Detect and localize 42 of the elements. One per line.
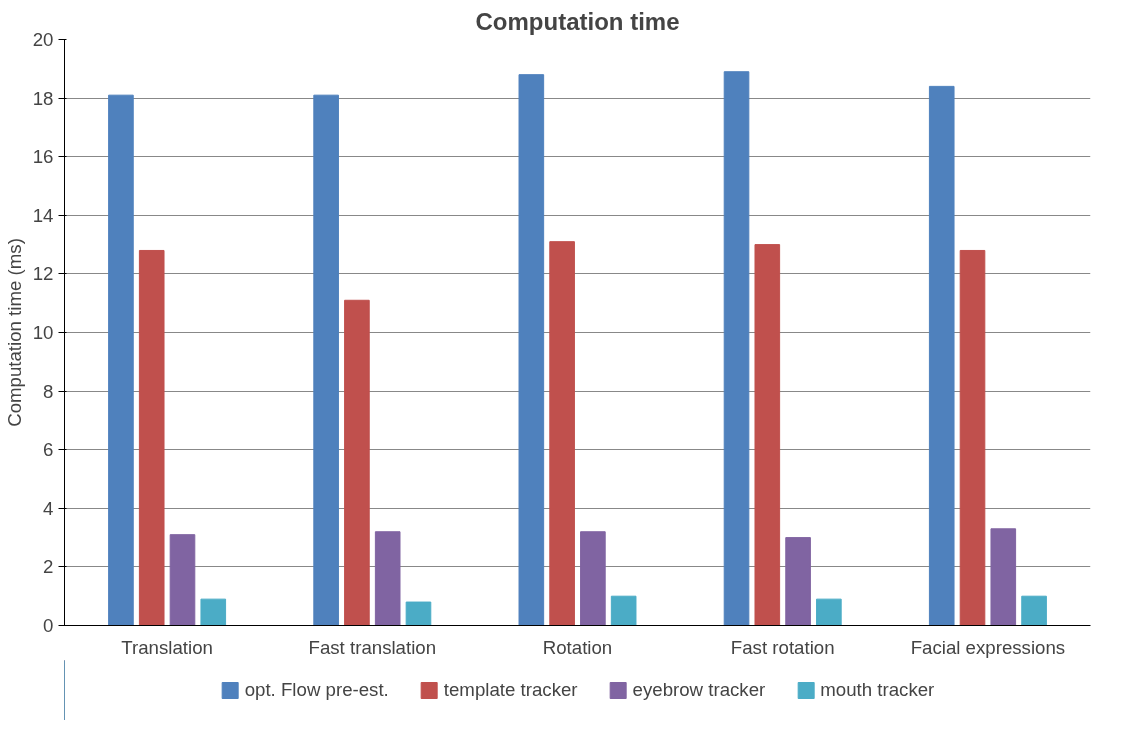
y-tick-label: 0: [43, 615, 54, 636]
bar: [1021, 595, 1047, 626]
bar: [549, 241, 575, 626]
y-tick-label: 10: [32, 322, 54, 343]
legend-label: opt. Flow pre-est.: [244, 679, 389, 701]
y-axis-title: Computation time (ms): [3, 238, 25, 427]
bar: [200, 598, 227, 626]
legend-label: eyebrow tracker: [632, 679, 766, 701]
y-tick-label: 14: [32, 204, 54, 226]
bar: [723, 71, 750, 626]
y-tick-label: 16: [32, 146, 54, 168]
bar: [108, 94, 134, 626]
y-tick-label: 12: [32, 263, 54, 285]
x-tick-label: Fast rotation: [730, 636, 835, 658]
legend-label: template tracker: [443, 679, 578, 701]
x-tick-label: Rotation: [542, 636, 613, 658]
bar: [580, 531, 606, 626]
bar: [785, 537, 811, 626]
x-tick-label: Translation: [121, 636, 213, 658]
bar: [405, 601, 432, 626]
bar: [610, 595, 637, 626]
legend-label: mouth tracker: [820, 679, 935, 701]
bar: [928, 85, 955, 626]
bar: [169, 534, 196, 626]
bar: [138, 249, 165, 626]
bar: [518, 74, 545, 626]
chart-title: Computation time: [475, 7, 680, 35]
bar: [990, 528, 1017, 626]
y-tick-label: 18: [32, 87, 54, 109]
bar: [816, 598, 842, 626]
y-tick-label: 8: [43, 380, 54, 402]
bar: [374, 531, 401, 626]
bar: [959, 249, 986, 626]
y-tick-label: 4: [43, 497, 54, 519]
y-tick-label: 6: [43, 439, 54, 461]
x-tick-label: Fast translation: [308, 636, 437, 658]
bar: [754, 244, 781, 626]
bar: [344, 299, 370, 626]
y-tick-label: 2: [43, 556, 54, 578]
x-tick-label: Facial expressions: [910, 636, 1066, 658]
y-tick-label: 20: [32, 29, 54, 50]
bar: [313, 94, 339, 626]
